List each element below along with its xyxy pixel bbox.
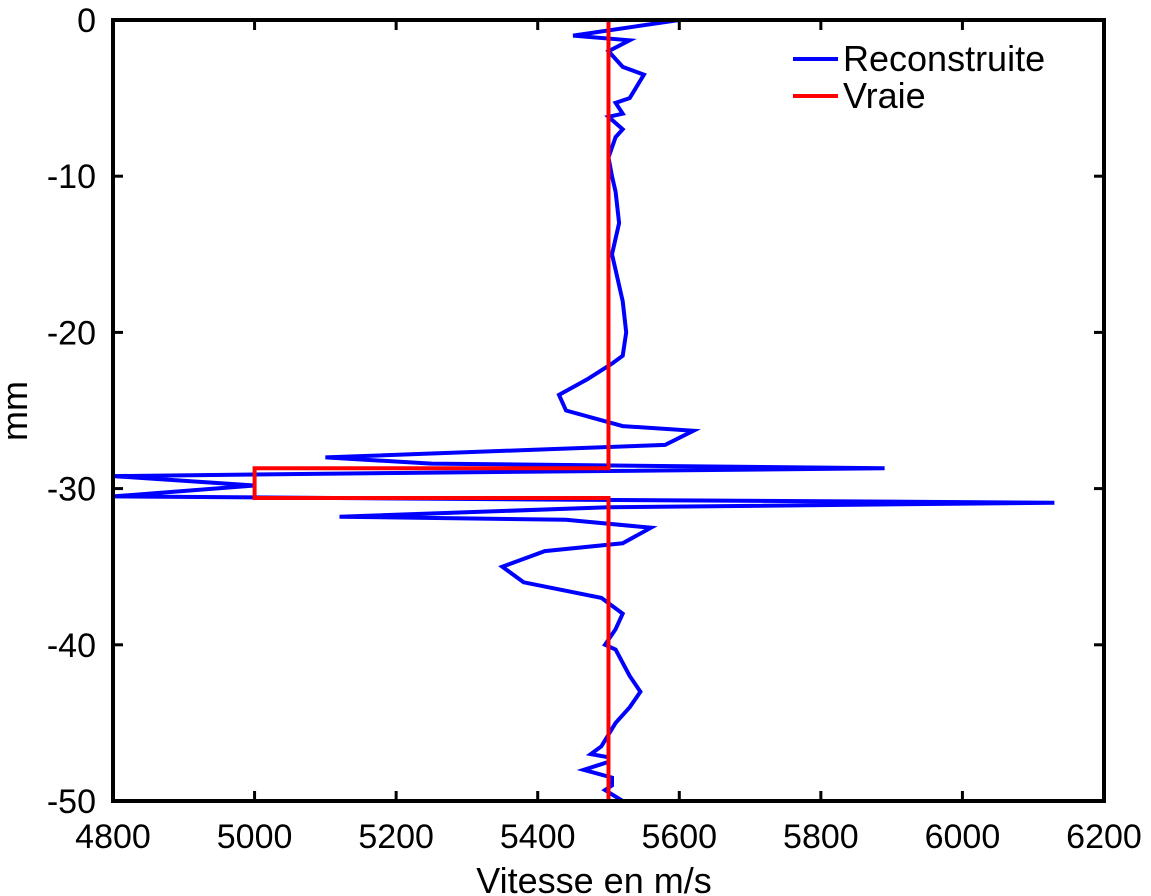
y-tick-label: -10 xyxy=(47,158,96,196)
y-tick-label: -50 xyxy=(47,783,96,821)
x-tick-label: 5200 xyxy=(358,818,434,856)
legend: Reconstruite Vraie xyxy=(793,38,1045,116)
plot-frame xyxy=(111,18,1106,803)
x-tick-label: 5600 xyxy=(641,818,717,856)
x-tick-label: 6200 xyxy=(1066,818,1142,856)
legend-label-vraie: Vraie xyxy=(843,75,926,116)
legend-label-reconstruite: Reconstruite xyxy=(843,38,1045,79)
x-axis-label: Vitesse en m/s xyxy=(476,860,711,896)
y-tick-label: -30 xyxy=(47,471,96,509)
y-tick-label: -20 xyxy=(47,314,96,352)
plot-lines xyxy=(112,18,1055,803)
axis-ticks xyxy=(111,18,1106,803)
x-tick-label: 5800 xyxy=(783,818,859,856)
series-line-vraie xyxy=(252,20,611,801)
y-tick-label: 0 xyxy=(77,2,96,40)
x-tick-label: 4800 xyxy=(75,818,151,856)
x-tick-label: 5000 xyxy=(217,818,293,856)
y-axis-label: mm xyxy=(0,381,35,441)
tick-labels: 4800 5000 5200 5400 5600 5800 6000 6200 0 -10 -20 -… xyxy=(47,2,1142,856)
series-line-reconstruite xyxy=(112,18,1055,803)
x-tick-label: 5400 xyxy=(500,818,576,856)
y-tick-label: -40 xyxy=(47,627,96,665)
x-tick-label: 6000 xyxy=(925,818,1001,856)
